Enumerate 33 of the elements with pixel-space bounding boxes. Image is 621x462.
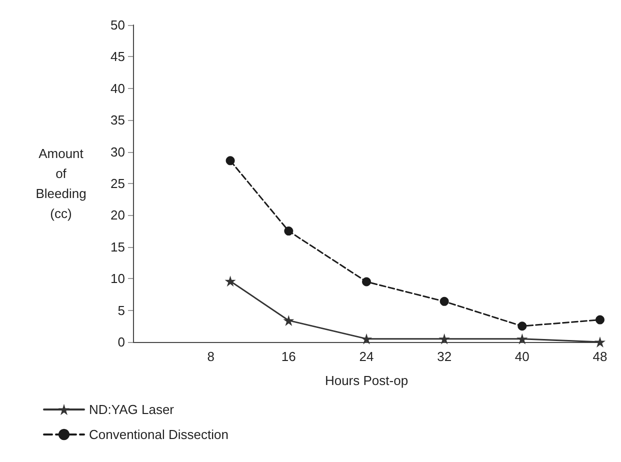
y-tick-label: 30 <box>110 144 125 160</box>
x-tick-label: 32 <box>437 349 452 364</box>
x-tick-label: 16 <box>281 349 296 364</box>
point <box>361 333 372 344</box>
point <box>516 333 528 344</box>
point <box>594 336 606 348</box>
y-tick-label: 45 <box>110 49 125 64</box>
y-tick-label: 15 <box>110 239 125 254</box>
point <box>596 315 604 324</box>
x-tick-label: 40 <box>514 349 530 364</box>
y-tick-label: 25 <box>110 176 125 191</box>
point <box>284 226 294 236</box>
y-tick-label: 10 <box>110 271 125 286</box>
point <box>362 277 371 286</box>
y-axis-title: Amount of Bleeding (cc) <box>36 146 86 221</box>
point <box>440 296 449 306</box>
y-tick-label: 0 <box>118 334 125 350</box>
legend-label: ND:YAG Laser <box>89 402 175 417</box>
y-tick-label: 35 <box>110 112 125 128</box>
legend-label: Conventional Dissection <box>89 427 228 442</box>
point <box>224 276 236 287</box>
point <box>518 322 527 331</box>
x-tick-label: 24 <box>359 349 374 364</box>
point <box>283 314 294 326</box>
y-tick-label: 50 <box>110 18 125 32</box>
y-tick-label: 5 <box>118 302 125 318</box>
y-tick-label: 40 <box>110 80 125 96</box>
y-tick-label: 20 <box>110 208 125 223</box>
x-axis-title: Hours Post-op <box>324 373 408 388</box>
x-tick-label: 8 <box>207 349 214 364</box>
x-tick-label: 48 <box>592 349 608 364</box>
point <box>438 333 450 344</box>
point <box>226 156 235 166</box>
